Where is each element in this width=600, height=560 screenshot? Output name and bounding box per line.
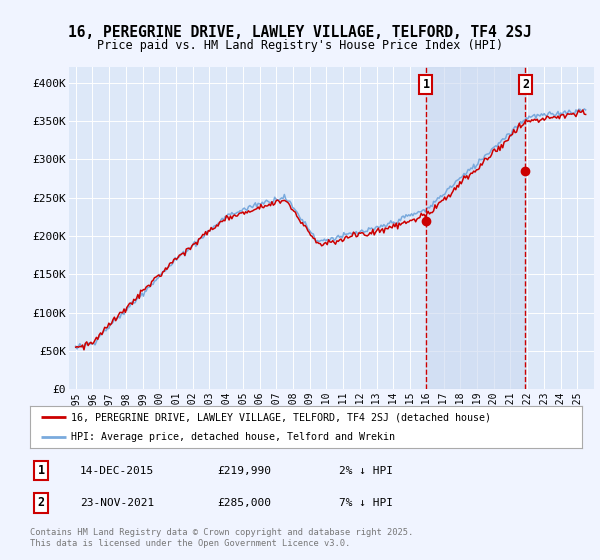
Text: £285,000: £285,000 xyxy=(218,498,272,508)
Text: 16, PEREGRINE DRIVE, LAWLEY VILLAGE, TELFORD, TF4 2SJ (detached house): 16, PEREGRINE DRIVE, LAWLEY VILLAGE, TEL… xyxy=(71,412,491,422)
Text: £219,990: £219,990 xyxy=(218,465,272,475)
Text: 23-NOV-2021: 23-NOV-2021 xyxy=(80,498,154,508)
Text: 16, PEREGRINE DRIVE, LAWLEY VILLAGE, TELFORD, TF4 2SJ: 16, PEREGRINE DRIVE, LAWLEY VILLAGE, TEL… xyxy=(68,25,532,40)
Text: 2: 2 xyxy=(522,78,529,91)
Text: Price paid vs. HM Land Registry's House Price Index (HPI): Price paid vs. HM Land Registry's House … xyxy=(97,39,503,53)
Text: 7% ↓ HPI: 7% ↓ HPI xyxy=(339,498,393,508)
Text: 1: 1 xyxy=(37,464,44,477)
Text: 1: 1 xyxy=(422,78,430,91)
Text: 14-DEC-2015: 14-DEC-2015 xyxy=(80,465,154,475)
Bar xyxy=(426,67,526,389)
Text: 2% ↓ HPI: 2% ↓ HPI xyxy=(339,465,393,475)
Text: HPI: Average price, detached house, Telford and Wrekin: HPI: Average price, detached house, Telf… xyxy=(71,432,395,442)
Text: Contains HM Land Registry data © Crown copyright and database right 2025.
This d: Contains HM Land Registry data © Crown c… xyxy=(30,528,413,548)
Text: 2: 2 xyxy=(37,496,44,509)
